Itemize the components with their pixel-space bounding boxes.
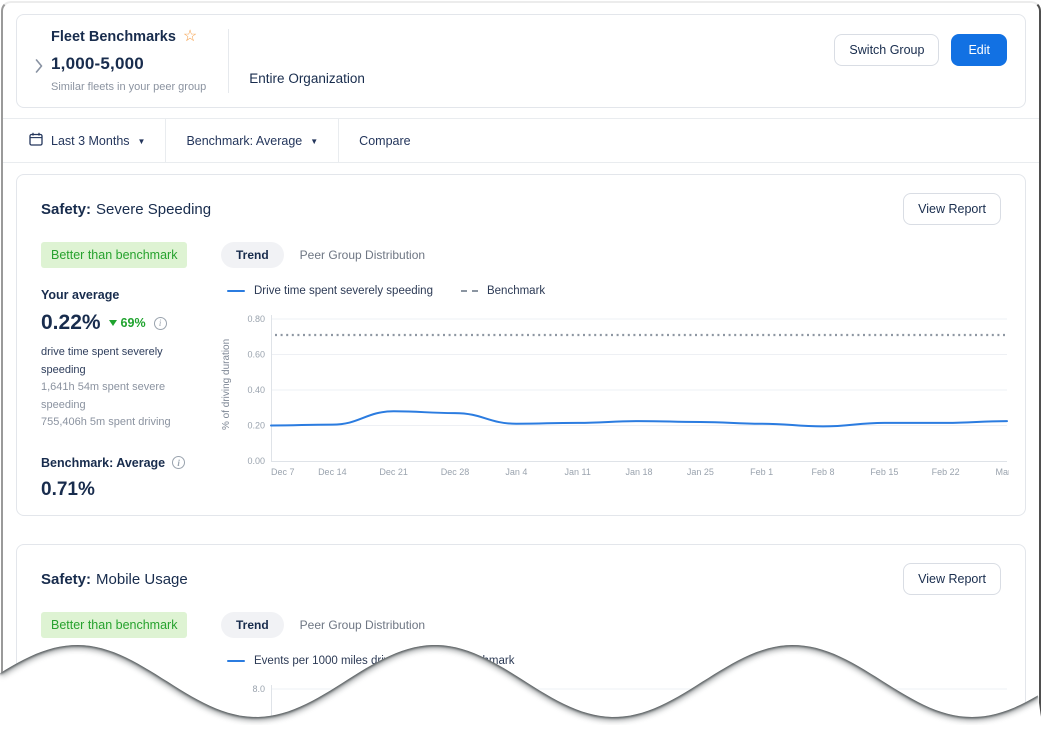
info-icon[interactable]: i [172,456,186,470]
filter-bar: Last 3 Months ▼ Benchmark: Average ▼ Com… [3,118,1039,163]
svg-text:Dec 28: Dec 28 [441,467,470,477]
tab-peer-group-distribution[interactable]: Peer Group Distribution [299,617,426,632]
card-category: Safety: [41,570,92,588]
compare-button[interactable]: Compare [359,134,410,148]
benchmark-legend-label: Benchmark [456,654,515,667]
benchmark-value: 0.71% [41,478,95,500]
svg-text:Feb 1: Feb 1 [750,467,773,477]
svg-text:Dec 21: Dec 21 [379,467,408,477]
svg-text:6.0: 6.0 [252,719,265,722]
tab-trend[interactable]: Trend [221,242,284,268]
benchmark-legend-label: Benchmark [486,285,546,297]
your-average-label: Your average [41,657,120,672]
series-legend-label: Drive time spent severely speeding [254,285,433,297]
svg-text:Jan 25: Jan 25 [687,467,714,477]
card-category: Safety: [41,201,92,218]
header-card: Fleet Benchmarks ☆ 1,000-5,000 Similar f… [16,14,1026,108]
svg-text:Jan 11: Jan 11 [564,467,590,477]
severe-speeding-trend-chart: 0.00 0.20 0.40 0.60 0.80 Dec 7 Dec 14 Dec 21 Dec… [247,314,1009,477]
card-title: Safety: Severe Speeding [41,201,211,218]
chart-legend: Events per 1000 miles driven Benchmark [227,655,1009,667]
change-indicator: 69% [108,316,146,330]
change-percent: 69% [120,316,146,330]
card-title: Safety: Mobile Usage [41,571,188,588]
chart-tabs: Trend Peer Group Distribution [221,242,1001,268]
chart-tabs: Trend Peer Group Distribution [221,611,1001,638]
edit-button[interactable]: Edit [951,34,1007,66]
benchmark-average-label: Benchmark: Average [41,455,166,470]
switch-group-button[interactable]: Switch Group [834,34,940,66]
y-axis-label [221,679,237,722]
peer-group-range: 1,000-5,000 [51,54,144,73]
svg-text:Dec 7: Dec 7 [271,467,295,477]
chart-column: Drive time spent severely speeding Bench… [221,281,1009,501]
caret-down-icon: ▼ [310,136,319,146]
tab-peer-group-distribution[interactable]: Peer Group Distribution [299,248,426,262]
y-axis-label: % of driving duration [221,338,232,430]
filter-divider [165,118,167,163]
your-average-value: 0.22% [41,311,101,334]
scope-label: Entire Organization [249,71,365,86]
denominator-detail: 755,406h 5m spent driving [41,416,171,429]
star-icon[interactable]: ☆ [182,28,198,45]
header-divider [228,29,230,93]
your-average-label: Your average [41,288,120,302]
benchmark-dash-swatch [460,290,478,292]
view-report-button[interactable]: View Report [903,193,1001,225]
svg-text:0.40: 0.40 [247,385,265,395]
value-caption: drive time spent severely speeding [41,346,163,376]
svg-text:Feb 8: Feb 8 [811,467,834,477]
svg-text:Feb 22: Feb 22 [932,467,960,477]
calendar-icon [29,132,43,149]
chart-column: Events per 1000 miles driven Benchmark 6… [221,651,1009,722]
series-line-swatch [227,659,245,662]
view-report-button[interactable]: View Report [903,562,1001,595]
series-line-swatch [227,290,245,292]
arrow-down-icon [108,320,117,326]
chart-legend: Drive time spent severely speeding Bench… [227,285,1009,297]
svg-text:Mar 1: Mar 1 [995,467,1009,477]
card-metric-name: Mobile Usage [96,570,188,588]
series-legend-label: Events per 1000 miles driven [254,654,403,667]
severe-speeding-card: Safety: Severe Speeding View Report Bette… [16,174,1026,516]
benchmark-dropdown[interactable]: Benchmark: Average ▼ [186,134,318,148]
filter-divider [338,118,340,163]
status-badge: Better than benchmark [41,611,188,638]
svg-text:0.00: 0.00 [247,456,265,466]
benchmark-label: Benchmark: Average [186,133,303,148]
page-title: Fleet Benchmarks [51,29,176,45]
stats-column: Your average 0.22% 69% i drive time spen… [41,281,207,501]
numerator-detail: 1,641h 54m spent severe speeding [41,381,166,411]
stats-column: Your average [41,651,207,722]
peer-group-block: Fleet Benchmarks ☆ 1,000-5,000 Similar f… [51,28,207,94]
svg-text:0.20: 0.20 [247,421,265,431]
chevron-right-icon[interactable] [35,59,43,73]
fleet-benchmarks-page: Fleet Benchmarks ☆ 1,000-5,000 Similar f… [3,3,1039,722]
date-range-label: Last 3 Months [51,133,130,148]
peer-group-caption: Similar fleets in your peer group [51,81,207,93]
mobile-usage-card: Safety: Mobile Usage View Report Better t… [16,543,1026,722]
status-badge: Better than benchmark [41,242,188,268]
compare-label: Compare [359,133,411,148]
svg-text:8.0: 8.0 [252,684,265,694]
caret-down-icon: ▼ [137,136,146,146]
svg-text:Jan 4: Jan 4 [505,467,527,477]
svg-text:0.80: 0.80 [247,314,265,324]
svg-text:Dec 14: Dec 14 [318,467,347,477]
svg-text:Jan 18: Jan 18 [625,467,652,477]
mobile-usage-trend-chart: 6.0 8.0 [252,684,1007,722]
svg-text:0.60: 0.60 [247,350,265,360]
info-icon[interactable]: i [153,316,167,330]
card-metric-name: Severe Speeding [96,201,212,218]
svg-text:Feb 15: Feb 15 [870,467,898,477]
date-range-dropdown[interactable]: Last 3 Months ▼ [29,132,145,149]
benchmark-dash-swatch [430,659,448,662]
tab-trend[interactable]: Trend [221,611,284,638]
